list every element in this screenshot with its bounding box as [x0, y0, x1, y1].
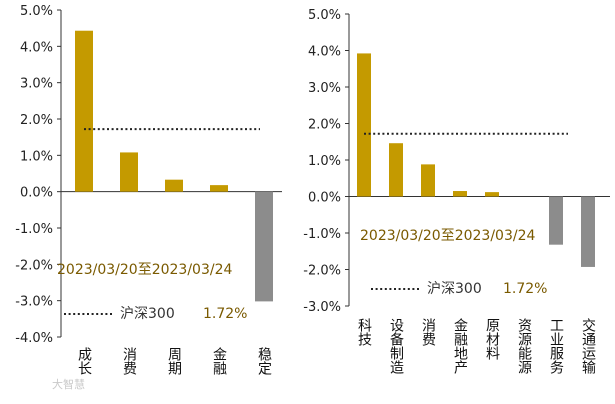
category-label: 工业服务	[548, 318, 564, 374]
bar-科技	[357, 53, 371, 197]
bar-金融	[210, 185, 228, 192]
date-range-label: 2023/03/20至2023/03/24	[57, 262, 232, 278]
category-label: 消费	[121, 347, 137, 375]
chart-panel-1: 5.0% 4.0% 3.0% 2.0% 1.0% 0.0% -1.0% -2.0% -3.0% -…	[15, 4, 282, 376]
bar-成长	[75, 30, 93, 192]
benchmark-name-label: 沪深300	[427, 281, 482, 297]
category-label: 成长	[76, 347, 92, 375]
benchmark-value-label: 1.72%	[503, 281, 547, 297]
category-label: 资源能源	[516, 318, 532, 374]
y-tick-label: 5.0%	[20, 4, 53, 19]
bar-消费	[421, 164, 435, 197]
category-label: 原材料	[484, 318, 500, 360]
bar-稳定	[255, 191, 273, 302]
bar-金融地产	[453, 191, 467, 197]
watermark: 大智慧	[52, 378, 85, 391]
y-tick-label: 3.0%	[308, 81, 341, 96]
category-label: 科技	[356, 318, 372, 347]
category-label: 交通运输	[580, 317, 596, 374]
date-range-label: 2023/03/20至2023/03/24	[360, 228, 535, 244]
bar-周期	[165, 179, 183, 192]
y-tick-label: 3.0%	[20, 77, 53, 92]
y-tick-label: -2.0%	[15, 258, 53, 273]
y-tick-label: 5.0%	[308, 8, 341, 23]
y-tick-label: 1.0%	[308, 154, 341, 169]
category-label: 设备制造	[388, 318, 404, 375]
category-label: 周期	[166, 347, 182, 376]
category-label: 金融地产	[452, 318, 468, 375]
y-tick-label: 0.0%	[20, 186, 53, 201]
benchmark-value-label: 1.72%	[203, 306, 247, 322]
y-tick-label: -2.0%	[303, 264, 341, 279]
category-label: 消费	[420, 318, 436, 346]
y-tick-label: 2.0%	[308, 118, 341, 133]
y-tick-label: 2.0%	[20, 113, 53, 128]
y-tick-label: 4.0%	[20, 40, 53, 55]
y-tick-label: 1.0%	[20, 149, 53, 164]
bar-工业服务	[549, 196, 563, 245]
bar-设备制造	[389, 143, 403, 197]
chart-panel-2: 5.0% 4.0% 3.0% 2.0% 1.0% 0.0% -1.0% -2.0% -3.0% 科…	[303, 8, 610, 375]
y-tick-label: -3.0%	[15, 295, 53, 310]
benchmark-name-label: 沪深300	[120, 306, 175, 322]
y-tick-label: -1.0%	[15, 222, 53, 237]
y-tick-label: -1.0%	[303, 227, 341, 242]
y-tick-label: 4.0%	[308, 45, 341, 60]
category-label: 金融	[211, 347, 227, 375]
category-label: 稳定	[256, 347, 272, 376]
y-tick-label: -3.0%	[303, 300, 341, 315]
bar-原材料	[485, 192, 499, 197]
bar-交通运输	[581, 196, 595, 267]
y-tick-label: -4.0%	[15, 331, 53, 346]
y-tick-label: 0.0%	[308, 191, 341, 206]
bar-消费	[120, 152, 138, 192]
